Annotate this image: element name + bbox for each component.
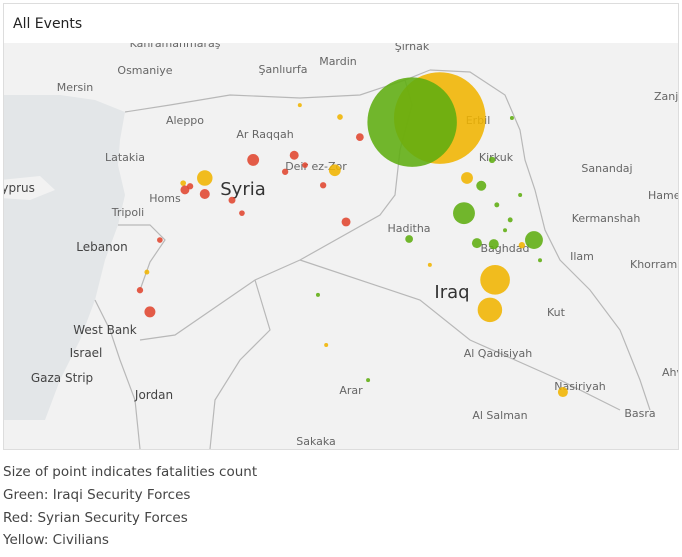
event-point: [525, 231, 543, 249]
place-label: Lebanon: [76, 240, 127, 254]
event-point: [427, 262, 432, 267]
event-point: [471, 238, 482, 249]
event-point: [180, 180, 187, 186]
place-label: Al Salman: [472, 409, 527, 422]
event-point: [488, 156, 496, 164]
place-label: Hamed: [648, 189, 678, 202]
place-label: Zanja: [654, 90, 678, 103]
place-label: Şanlıurfa: [259, 63, 308, 76]
event-point: [367, 77, 457, 167]
event-point: [341, 217, 351, 227]
place-label: Arar: [339, 384, 363, 397]
sea: [4, 95, 125, 420]
event-point: [507, 217, 513, 223]
map: Kahramanmaraş Şırnak Osmaniye Şanlıurfa …: [4, 43, 678, 449]
card-title: All Events: [4, 4, 678, 44]
event-point: [355, 133, 364, 142]
caption-note: Size of point indicates fatalities count: [3, 464, 258, 480]
country-label: Iraq: [434, 282, 469, 303]
borders: [94, 69, 651, 449]
event-point: [557, 387, 568, 398]
event-points: [136, 72, 568, 398]
legend-entry: Green: Iraqi Security Forces: [3, 487, 191, 503]
event-point: [228, 196, 236, 204]
place-label: Aleppo: [166, 114, 204, 127]
event-point: [461, 172, 473, 184]
place-label: Mardin: [319, 55, 357, 68]
event-point: [476, 180, 487, 191]
event-point: [509, 116, 514, 121]
event-point: [180, 185, 190, 195]
place-label: Mersin: [57, 81, 94, 94]
event-point: [239, 210, 245, 216]
event-point: [247, 153, 260, 166]
event-point: [494, 202, 500, 208]
place-label: Sakaka: [296, 435, 336, 448]
place-label: Cyprus: [4, 181, 35, 195]
place-label: Israel: [70, 346, 103, 360]
event-point: [199, 189, 210, 200]
place-label: Kut: [547, 306, 566, 319]
event-point: [366, 378, 371, 383]
event-point: [136, 287, 144, 294]
event-point: [324, 342, 329, 347]
legend-entry: Red: Syrian Security Forces: [3, 510, 188, 526]
event-point: [480, 265, 510, 295]
place-label: Al Qadisiyah: [464, 347, 533, 360]
place-label: Gaza Strip: [31, 371, 93, 385]
event-point: [453, 202, 475, 225]
event-point: [144, 306, 156, 318]
event-point: [289, 150, 299, 160]
place-label: Ar Raqqah: [236, 128, 293, 141]
place-label: West Bank: [73, 323, 137, 337]
place-labels: Kahramanmaraş Şırnak Osmaniye Şanlıurfa …: [4, 43, 678, 448]
event-point: [328, 164, 341, 177]
event-point: [477, 297, 503, 323]
place-label: Osmaniye: [117, 64, 172, 77]
event-point: [157, 237, 163, 243]
event-point: [319, 182, 327, 189]
event-point: [518, 193, 523, 198]
place-label: Basra: [624, 407, 655, 420]
place-label: Şırnak: [395, 43, 430, 53]
place-label: Khorrama: [630, 258, 678, 271]
event-point: [281, 168, 289, 175]
event-point: [518, 242, 526, 249]
place-label: Homs: [149, 192, 181, 205]
place-label: Ilam: [570, 250, 594, 263]
place-label: Kahramanmaraş: [130, 43, 221, 50]
event-point: [297, 103, 302, 108]
map-card: All Events Kahramanmaraş Şırnak Osmaniye…: [3, 3, 679, 450]
event-point: [144, 269, 150, 275]
place-label: Ahv: [662, 366, 678, 379]
country-label: Syria: [220, 179, 266, 200]
event-point: [503, 228, 508, 233]
event-point: [488, 239, 499, 250]
cyprus: [4, 176, 55, 200]
place-label: Kermanshah: [572, 212, 641, 225]
event-point: [337, 114, 343, 120]
event-point: [405, 235, 413, 243]
place-label: Tripoli: [111, 206, 145, 219]
place-label: Haditha: [387, 222, 430, 235]
event-point: [302, 162, 308, 168]
legend-entry: Yellow: Civilians: [3, 532, 109, 548]
place-label: Latakia: [105, 151, 145, 164]
event-point: [538, 258, 543, 263]
place-label: Kirkuk: [479, 151, 514, 164]
event-point: [315, 292, 320, 297]
place-label: Jordan: [134, 388, 173, 402]
event-point: [197, 170, 213, 186]
place-label: Sanandaj: [581, 162, 632, 175]
event-point: [186, 183, 194, 190]
